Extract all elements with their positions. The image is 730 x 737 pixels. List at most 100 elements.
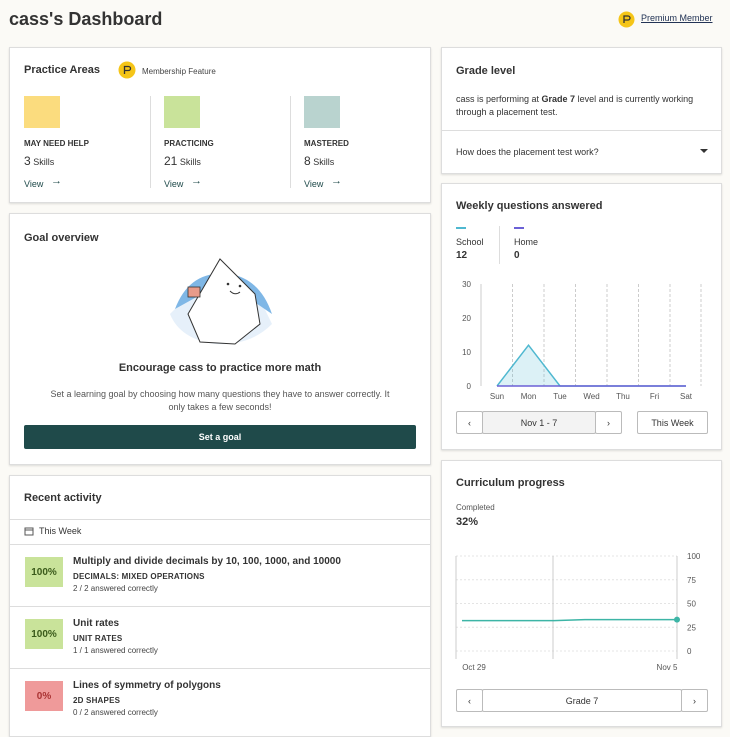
area-count: 3	[24, 154, 31, 168]
divider	[10, 544, 430, 545]
activity-result: 0 / 2 answered correctly	[73, 708, 158, 717]
y-tick-label: 30	[462, 280, 471, 289]
grade-text: cass is performing at Grade 7 level and …	[456, 93, 706, 119]
page-title: cass's Dashboard	[9, 9, 163, 29]
area	[497, 345, 686, 386]
x-tick-label: Tue	[553, 392, 567, 401]
legend-total: 0	[514, 250, 520, 261]
activity-title: Lines of symmetry of polygons	[73, 680, 221, 691]
goal-text: Set a learning goal by choosing how many…	[50, 389, 390, 412]
divider	[442, 130, 721, 131]
divider	[10, 606, 430, 607]
filter[interactable]: This Week	[39, 526, 82, 536]
y-tick-label: 75	[687, 576, 696, 585]
divider	[499, 226, 500, 264]
prev-button[interactable]: ‹	[456, 411, 483, 434]
illustration	[170, 258, 272, 345]
divider	[10, 519, 430, 520]
activity-card: Recent activity This Week 100% Multiply a…	[9, 475, 431, 737]
activity-title: Multiply and divide decimals by 10, 100,…	[73, 556, 341, 567]
area-icon	[304, 96, 340, 128]
y-tick-label: 100	[687, 552, 701, 561]
x-tick-label: Nov 5	[657, 663, 678, 672]
area-label: PRACTICING	[164, 139, 214, 148]
badge-icon	[118, 61, 136, 79]
this-week-button[interactable]: This Week	[637, 411, 708, 434]
weekly-card: Weekly questions answered School 12 Home 0 …	[441, 183, 722, 450]
activity-category: DECIMALS: MIXED OPERATIONS	[73, 572, 205, 581]
area-unit: Skills	[33, 157, 55, 167]
divider	[150, 96, 151, 188]
x-tick-label: Mon	[521, 392, 537, 401]
card-title: Practice Areas	[24, 64, 101, 76]
card-title: Goal overview	[24, 232, 99, 244]
area-count-row: 21 Skills	[164, 154, 201, 168]
area-unit: Skills	[313, 157, 335, 167]
next-button[interactable]: ›	[595, 411, 622, 434]
card-title: Recent activity	[24, 492, 102, 504]
area-icon	[164, 96, 200, 128]
area-label: MASTERED	[304, 139, 349, 148]
legend-name: School	[456, 237, 484, 247]
chart: 0 10 20 30 Sun Mon Tue Wed Thu Fri Sat	[462, 280, 702, 401]
y-tick-label: 0	[467, 382, 472, 391]
caret	[700, 149, 708, 153]
premium-icon	[618, 11, 635, 28]
practice-card: Practice Areas Membership Feature MAY NE…	[9, 47, 431, 203]
x-tick-label: Oct 29	[462, 663, 486, 672]
area-link[interactable]: View	[24, 179, 44, 189]
chart: 0 25 50 75 100 Oct 29 Nov 5	[455, 552, 701, 672]
y-tick-label: 50	[687, 600, 696, 609]
text: cass is performing at	[456, 94, 542, 104]
line	[462, 618, 677, 622]
area-count: 21	[164, 154, 178, 168]
legend-name: Home	[514, 237, 539, 247]
area-link[interactable]: View	[164, 179, 184, 189]
goal-heading: Encourage cass to practice more math	[118, 362, 322, 374]
area-link[interactable]: View	[304, 179, 324, 189]
faq[interactable]: How does the placement test work?	[456, 147, 599, 157]
x-tick-label: Thu	[616, 392, 630, 401]
prev-button[interactable]: ‹	[456, 689, 483, 712]
activity-result: 1 / 1 answered correctly	[73, 646, 158, 655]
activity-category: 2D SHAPES	[73, 696, 121, 705]
score: 100%	[25, 619, 63, 649]
next-button[interactable]: ›	[681, 689, 708, 712]
set-goal-button[interactable]: Set a goal	[24, 425, 416, 449]
divider	[290, 96, 291, 188]
activity-result: 2 / 2 answered correctly	[73, 584, 158, 593]
text: level and is currently working through a…	[456, 94, 694, 117]
area-unit: Skills	[179, 157, 201, 167]
card-title: Weekly questions answered	[456, 200, 603, 212]
card-title: Curriculum progress	[456, 477, 565, 489]
score: 0%	[25, 681, 63, 711]
x-tick-label: Fri	[650, 392, 660, 401]
arrow: →	[51, 175, 62, 187]
arrow: →	[331, 175, 342, 187]
premium-link[interactable]: Premium Member	[641, 13, 713, 23]
y-tick-label: 25	[687, 623, 696, 632]
legend-swatch	[514, 227, 524, 229]
grade: Grade 7	[541, 94, 576, 104]
legend-total: 12	[456, 250, 468, 261]
grade-card: Grade level cass is performing at Grade …	[441, 47, 722, 174]
curriculum-card: Curriculum progress Completed 32% 0 25 50 7…	[441, 460, 722, 727]
area-count-row: 3 Skills	[24, 154, 54, 168]
y-tick-label: 20	[462, 314, 471, 323]
y-tick-label: 0	[687, 647, 692, 656]
legend-swatch	[456, 227, 466, 229]
range: Nov 1 - 7	[482, 411, 596, 434]
area-count: 8	[304, 154, 311, 168]
y-tick-label: 10	[462, 348, 471, 357]
x-tick-label: Sat	[680, 392, 693, 401]
divider	[10, 668, 430, 669]
activity-category: UNIT RATES	[73, 634, 123, 643]
badge: Membership Feature	[142, 67, 216, 76]
area-label: MAY NEED HELP	[24, 139, 89, 148]
x-tick-label: Wed	[583, 392, 599, 401]
activity-title: Unit rates	[73, 618, 120, 629]
score: 100%	[25, 557, 63, 587]
x-tick-label: Sun	[490, 392, 504, 401]
arrow: →	[191, 175, 202, 187]
